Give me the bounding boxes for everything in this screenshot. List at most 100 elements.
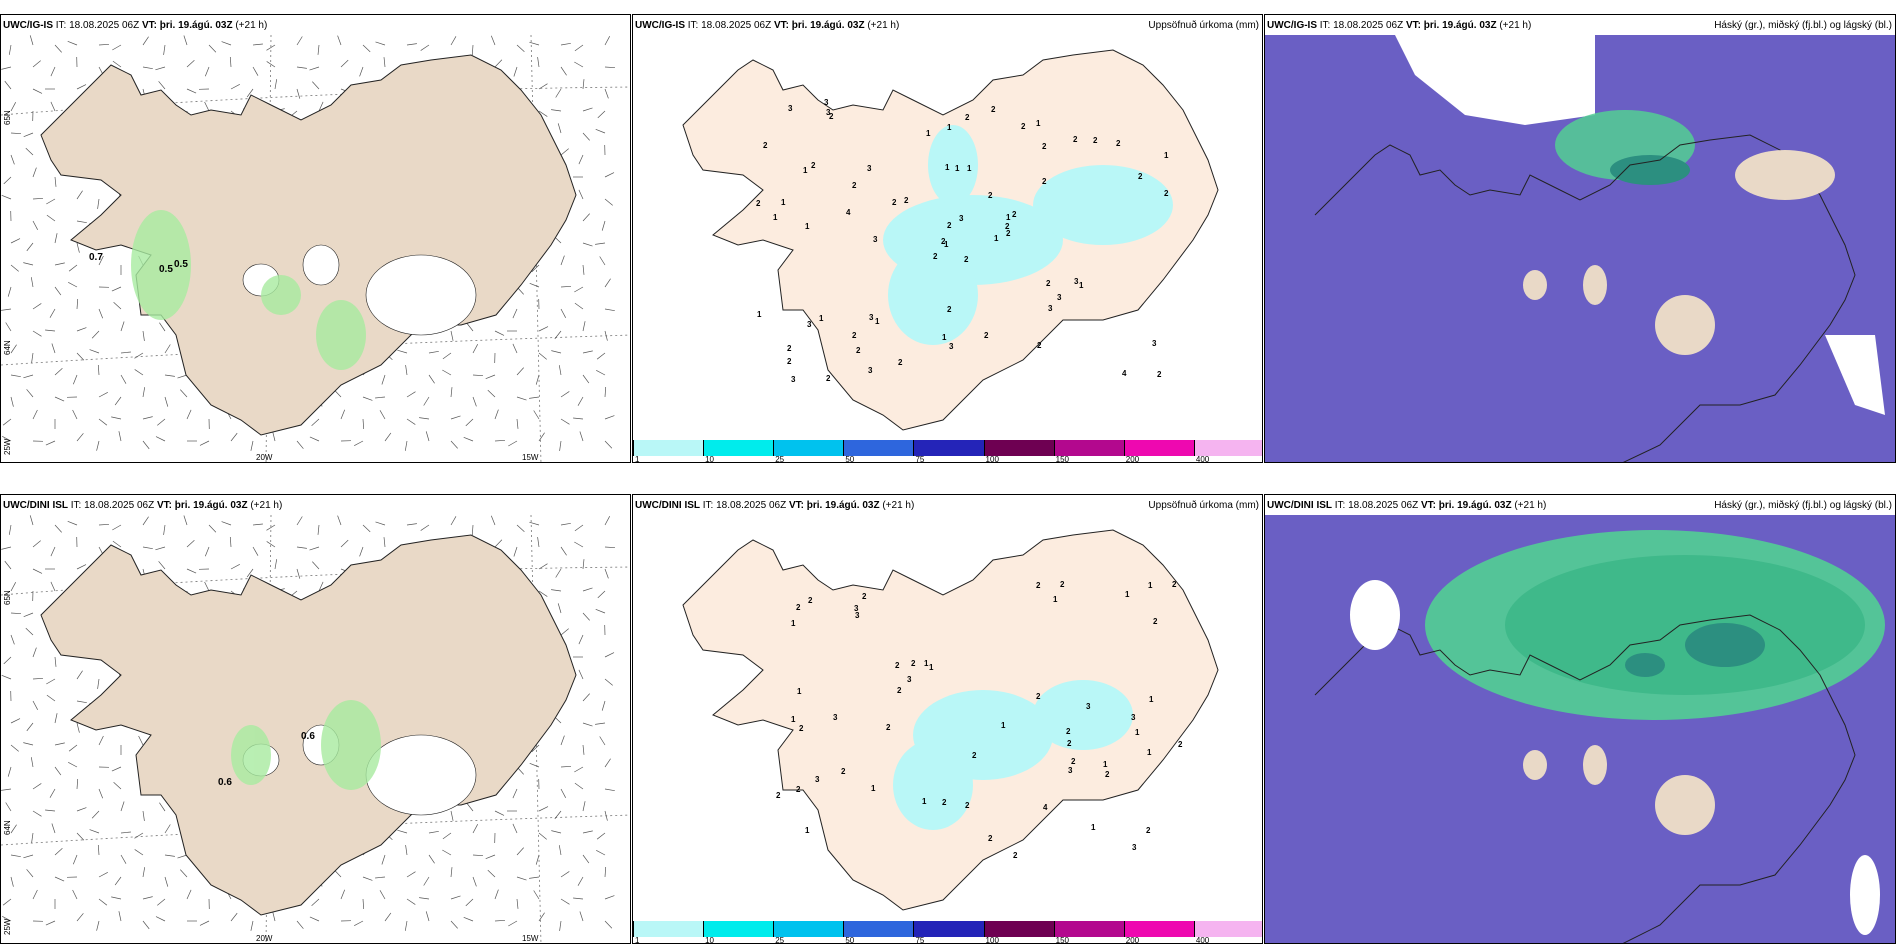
wind-barb bbox=[596, 369, 606, 376]
wind-barb bbox=[10, 718, 21, 724]
precip-value: 1 bbox=[819, 314, 824, 323]
wind-barb bbox=[142, 516, 149, 526]
wind-barb bbox=[112, 540, 122, 548]
wind-barb bbox=[68, 744, 78, 752]
wind-barb bbox=[23, 854, 34, 859]
wind-barb bbox=[560, 765, 572, 768]
wind-barb bbox=[76, 242, 80, 253]
lat-label-65n: 65N bbox=[3, 590, 12, 605]
precip-value: 1 bbox=[926, 129, 931, 138]
wind-barb bbox=[494, 919, 506, 922]
wind-barb bbox=[155, 436, 166, 442]
colorbar-segment bbox=[1193, 440, 1262, 456]
wind-barb bbox=[466, 322, 474, 332]
wind-barb bbox=[379, 410, 386, 420]
precip-value: 3 bbox=[959, 214, 964, 223]
wind-barb bbox=[560, 522, 571, 526]
wind-barb bbox=[419, 417, 430, 420]
wind-barb bbox=[533, 890, 540, 900]
wind-barb bbox=[516, 524, 525, 532]
wind-barb bbox=[582, 830, 593, 834]
wind-map-top: 0.7 0.5 0.5 bbox=[1, 35, 630, 462]
precip-value: 2 bbox=[756, 199, 761, 208]
wind-barb bbox=[142, 330, 145, 341]
wind-barb bbox=[1, 546, 12, 550]
wind-barb bbox=[252, 546, 259, 556]
wind-barb bbox=[595, 242, 606, 245]
iceland-outline bbox=[1314, 134, 1856, 462]
precip-value: 2 bbox=[1036, 581, 1041, 590]
wind-barb bbox=[54, 766, 62, 776]
precip-value: 1 bbox=[1148, 581, 1153, 590]
colorbar-tick-label: 100 bbox=[985, 455, 999, 463]
wind-panel-top: UWC/IG-IS IT: 18.08.2025 06Z VT: þri. 19… bbox=[0, 14, 631, 463]
precip-value: 2 bbox=[964, 255, 969, 264]
wind-barb bbox=[425, 431, 430, 442]
precip-value: 2 bbox=[787, 357, 792, 366]
wind-barb bbox=[158, 561, 166, 570]
wind-barb bbox=[595, 128, 606, 134]
wind-barb bbox=[508, 440, 518, 447]
colorbar-tick-label: 25 bbox=[775, 455, 785, 463]
wind-barb bbox=[375, 521, 386, 526]
lon-label-25w: 25W bbox=[3, 438, 12, 455]
wind-barb bbox=[25, 147, 34, 156]
wind-barb bbox=[142, 867, 146, 878]
precip-value: 2 bbox=[965, 801, 970, 810]
wind-barb bbox=[250, 440, 254, 451]
wind-barb bbox=[76, 84, 87, 90]
wind-barb bbox=[98, 871, 108, 878]
wind-barb bbox=[32, 677, 44, 680]
wind-barb bbox=[163, 44, 166, 55]
wind-barb bbox=[472, 374, 484, 377]
lat-label-65n: 65N bbox=[3, 110, 12, 125]
precip-value: 2 bbox=[862, 592, 867, 601]
wind-barb bbox=[10, 824, 17, 834]
wind-barb bbox=[10, 264, 19, 272]
wind-barb bbox=[159, 802, 166, 812]
wind-barb bbox=[32, 889, 38, 900]
wind-barb bbox=[560, 628, 569, 636]
wind-barb bbox=[186, 409, 192, 420]
wind-barb bbox=[582, 744, 585, 755]
precip-value: 2 bbox=[841, 767, 846, 776]
wind-barb bbox=[49, 308, 56, 318]
wind-barb bbox=[577, 396, 584, 406]
wind-barb bbox=[5, 322, 12, 332]
wind-barb bbox=[183, 515, 188, 526]
wind-barb bbox=[91, 810, 100, 819]
wind-barb bbox=[450, 440, 458, 449]
precip-value: 2 bbox=[1071, 757, 1076, 766]
wind-barb bbox=[599, 256, 606, 266]
wind-barb bbox=[46, 198, 56, 205]
wind-barb bbox=[578, 669, 584, 680]
wind-barb bbox=[72, 409, 78, 420]
wind-barb bbox=[362, 898, 365, 910]
wind-barb bbox=[472, 824, 479, 834]
precip-value: 1 bbox=[1079, 281, 1084, 290]
wind-barb bbox=[230, 912, 238, 922]
wind-barb bbox=[114, 876, 122, 886]
precip-value: 2 bbox=[933, 252, 938, 261]
wind-barb bbox=[419, 897, 430, 900]
wind-barb bbox=[317, 524, 320, 535]
wind-barb bbox=[538, 432, 545, 442]
precip-value: 1 bbox=[805, 222, 810, 231]
wind-barb bbox=[142, 387, 146, 398]
wind-barb bbox=[309, 916, 320, 922]
wind-barb bbox=[596, 352, 606, 360]
panel-title: UWC/DINI ISL IT: 18.08.2025 06Z VT: þri.… bbox=[3, 500, 283, 511]
wind-barb bbox=[406, 418, 416, 425]
wind-barb bbox=[54, 286, 62, 296]
wind-panel-bottom: UWC/DINI ISL IT: 18.08.2025 06Z VT: þri.… bbox=[0, 494, 631, 944]
wind-barb bbox=[98, 898, 108, 906]
wind-barb bbox=[582, 350, 593, 354]
wind-label: 0.6 bbox=[301, 731, 315, 742]
cloud-title: Háský (gr.), miðský (fj.bl.) og lágský (… bbox=[1714, 500, 1892, 511]
colorbar-tick-label: 100 bbox=[985, 936, 999, 944]
green-shading bbox=[131, 210, 366, 370]
wind-barb bbox=[406, 871, 416, 878]
wind-barb bbox=[54, 656, 57, 667]
wind-barb bbox=[560, 898, 570, 905]
wind-barb bbox=[463, 916, 474, 922]
